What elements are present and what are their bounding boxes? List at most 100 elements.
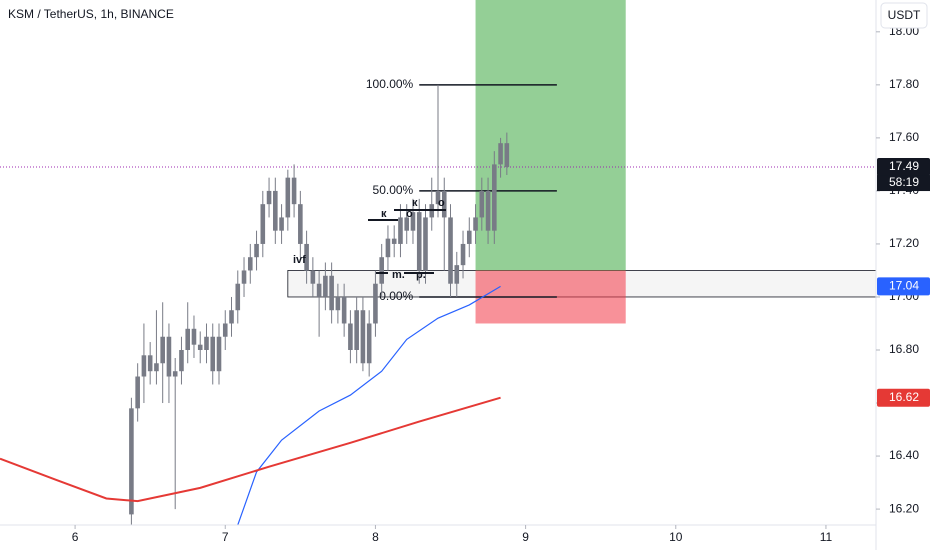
candle-body	[216, 336, 222, 372]
candle-body	[154, 363, 159, 372]
candle-body	[273, 190, 278, 231]
candle-body	[398, 217, 403, 244]
candle-body	[435, 190, 441, 205]
y-tick-label: 17.60	[889, 130, 919, 144]
candle-body	[204, 336, 209, 350]
x-tick-label: 7	[222, 530, 229, 544]
candle-body	[172, 371, 178, 377]
drawing-annotation: к	[412, 197, 418, 209]
drawing-annotation: о	[438, 197, 445, 209]
candle-body	[498, 143, 503, 165]
candle-body	[354, 310, 359, 350]
candle-body	[185, 328, 191, 350]
drawing-annotation: p.	[416, 269, 426, 281]
candle-body	[260, 204, 266, 244]
candle-body	[410, 212, 416, 231]
candle-body	[160, 336, 165, 364]
y-tick-label: 17.20	[889, 236, 919, 250]
candle-body	[348, 323, 353, 350]
x-tick-label: 6	[72, 530, 79, 544]
candle-body	[379, 257, 384, 284]
y-tick-label: 16.20	[889, 501, 919, 515]
currency-button[interactable]	[880, 2, 928, 29]
fib-label: 0.00%	[379, 289, 413, 303]
drawing-annotation: m.	[392, 269, 405, 281]
moving-average	[0, 396, 501, 503]
candle-body	[279, 217, 284, 231]
y-tick-label: 16.80	[889, 342, 919, 356]
candle-body	[335, 296, 341, 311]
candle-body	[210, 336, 216, 372]
drawing-annotation: ivf	[293, 254, 306, 266]
target-box	[475, 0, 626, 271]
candle-body	[441, 190, 447, 218]
candle-body	[391, 238, 397, 244]
x-tick-label: 9	[522, 530, 529, 544]
candle-body	[485, 190, 491, 231]
candle-body	[291, 177, 297, 205]
candle-body	[404, 217, 410, 231]
candle-body	[235, 283, 241, 311]
candle-body	[329, 275, 334, 311]
y-tick-label: 17.80	[889, 77, 919, 91]
candle-body	[504, 143, 510, 168]
candle-body	[191, 328, 197, 345]
fib-label: 100.00%	[366, 77, 414, 91]
price-badge-label: 17.49	[889, 159, 919, 173]
x-tick-label: 10	[669, 530, 683, 544]
ma-badge	[877, 388, 930, 407]
candle-body	[141, 355, 147, 377]
axes: 16.2016.4016.6016.8017.0017.2017.4017.60…	[72, 24, 930, 544]
candle-body	[179, 350, 184, 372]
candle-body	[492, 164, 497, 231]
candle-body	[197, 344, 203, 350]
moving-average	[237, 285, 501, 525]
candle-body	[298, 204, 303, 244]
ma-badge-label: 17.04	[889, 279, 919, 293]
candle-body	[316, 283, 322, 297]
x-tick-label: 11	[820, 530, 833, 544]
currency-label[interactable]: USDT	[888, 8, 921, 22]
ma-badge	[877, 277, 930, 296]
candle-body	[366, 323, 372, 364]
candle-body	[360, 310, 366, 364]
candle-body	[304, 243, 309, 271]
drawing-annotation: к	[381, 208, 387, 220]
candle-body	[423, 217, 428, 271]
candle-body	[247, 257, 253, 271]
candle-body	[373, 283, 378, 324]
candle-body	[323, 275, 328, 297]
candle-body	[385, 238, 391, 258]
candle-body	[460, 243, 466, 266]
candle-body	[479, 190, 485, 218]
candle-body	[147, 355, 153, 372]
price-badge	[877, 158, 930, 177]
candle-body	[310, 270, 316, 284]
candle-body	[341, 296, 347, 324]
countdown-label: 58:19	[889, 175, 919, 189]
chart-title: KSM / TetherUS, 1h, BINANCE	[8, 7, 174, 21]
candle-body	[135, 376, 140, 409]
candle-body	[254, 243, 259, 258]
candle-body	[222, 323, 228, 337]
candle-body	[241, 270, 247, 284]
candle-body	[266, 190, 272, 205]
x-tick-label: 8	[372, 530, 379, 544]
candle-body	[285, 177, 291, 218]
y-tick-label: 16.40	[889, 448, 919, 462]
candle-body	[454, 265, 460, 284]
candle-body	[466, 230, 472, 244]
countdown-badge	[877, 175, 930, 192]
fib-label: 50.00%	[373, 183, 414, 197]
candle-body	[473, 217, 478, 231]
candle-body	[448, 217, 453, 284]
candle-body	[129, 408, 134, 515]
candle-body	[229, 310, 234, 324]
drawing-annotation: о	[406, 208, 413, 220]
candle-body	[166, 336, 172, 377]
ma-badge-label: 16.62	[889, 390, 919, 404]
candle-body	[416, 212, 422, 271]
